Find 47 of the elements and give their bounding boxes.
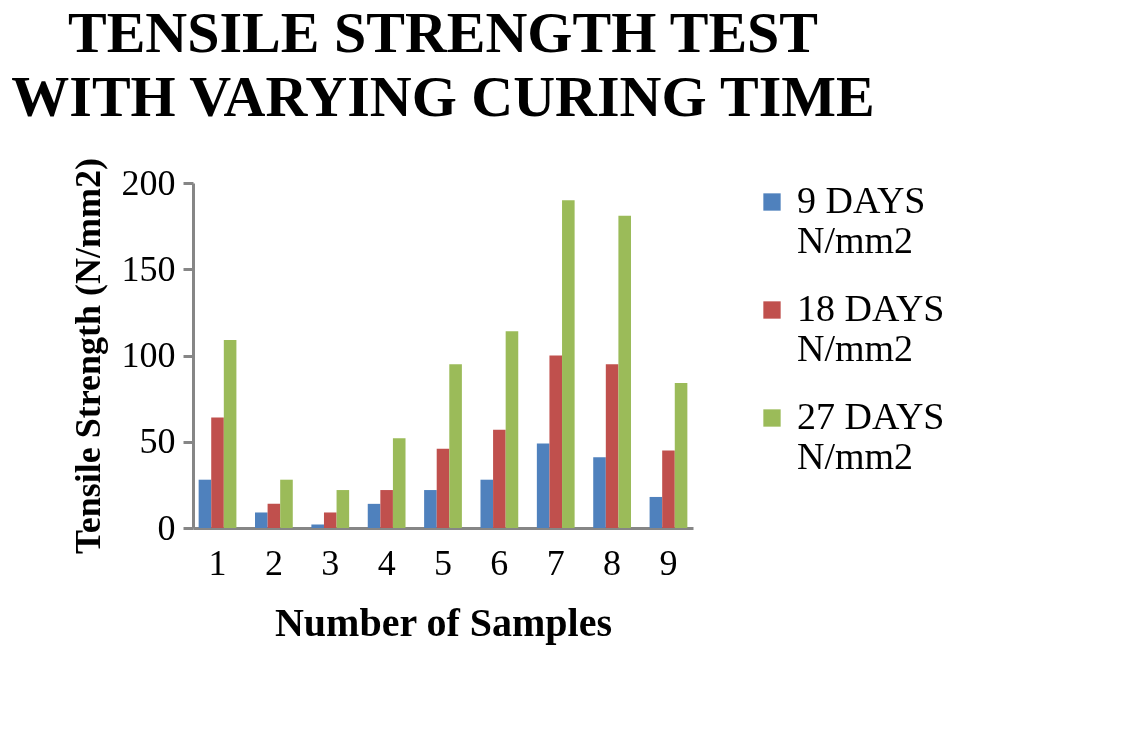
bar bbox=[562, 200, 575, 528]
bar bbox=[311, 524, 324, 528]
bar bbox=[392, 438, 406, 528]
x-tick-label: 2 bbox=[264, 542, 283, 583]
y-tick-label: 50 bbox=[139, 421, 176, 462]
bar bbox=[649, 496, 663, 528]
bar bbox=[280, 479, 293, 528]
bar bbox=[536, 443, 550, 528]
y-tick-label: 0 bbox=[157, 507, 176, 548]
bar bbox=[449, 364, 462, 528]
x-tick-label: 6 bbox=[490, 542, 509, 583]
y-axis-title: Tensile Strength (N/mm2) bbox=[67, 158, 108, 554]
bar bbox=[480, 479, 494, 528]
bar bbox=[674, 383, 688, 528]
x-tick-label: 4 bbox=[377, 542, 396, 583]
legend-label: 18 DAYS N/mm2 bbox=[797, 287, 945, 369]
y-tick-label: 150 bbox=[121, 248, 176, 289]
legend-label: 9 DAYS N/mm2 bbox=[797, 179, 926, 261]
chart-title: TENSILE STRENGTH TEST WITH VARYING CURING TIME bbox=[11, 0, 875, 129]
y-tick-label: 100 bbox=[121, 335, 176, 375]
bar bbox=[336, 490, 350, 528]
x-tick-label: 8 bbox=[603, 542, 622, 583]
x-axis-title: Number of Samples bbox=[274, 599, 613, 645]
bar bbox=[549, 355, 563, 528]
x-tick-label: 1 bbox=[208, 542, 227, 583]
x-tick-label: 9 bbox=[659, 542, 678, 583]
bar bbox=[662, 450, 675, 528]
bar bbox=[223, 339, 237, 528]
bar bbox=[211, 417, 224, 528]
bar bbox=[593, 457, 606, 528]
legend-label: 27 DAYS N/mm2 bbox=[797, 395, 945, 477]
bar bbox=[380, 490, 393, 528]
bar bbox=[267, 503, 281, 528]
bar bbox=[424, 490, 437, 528]
bar bbox=[493, 429, 506, 528]
bar bbox=[198, 479, 212, 528]
x-tick-label: 3 bbox=[321, 542, 340, 583]
bar bbox=[255, 512, 268, 528]
bar bbox=[605, 364, 619, 528]
x-tick-label: 5 bbox=[434, 542, 452, 583]
bar bbox=[436, 448, 450, 528]
bar bbox=[505, 331, 519, 528]
x-tick-label: 7 bbox=[546, 542, 565, 583]
bar bbox=[367, 503, 381, 528]
y-tick-label: 200 bbox=[121, 162, 176, 203]
bar bbox=[618, 215, 631, 528]
bar bbox=[323, 512, 337, 528]
